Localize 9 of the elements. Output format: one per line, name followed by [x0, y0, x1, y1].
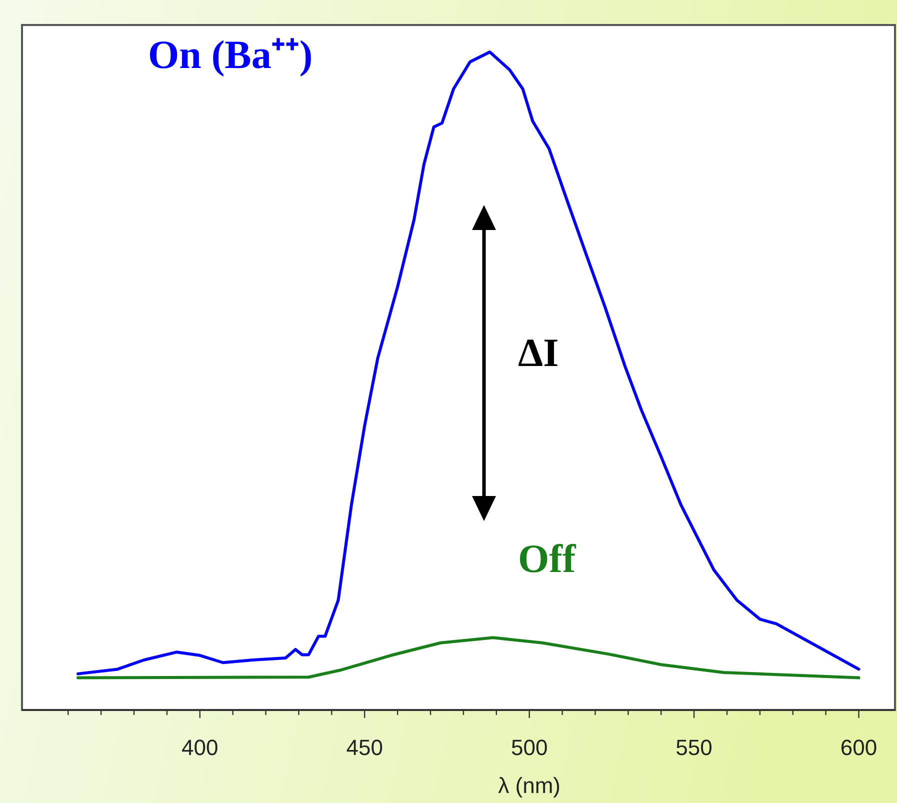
x-tick-label: 600 [840, 735, 878, 760]
x-tick-label: 500 [510, 735, 548, 760]
annotation: ΔI [518, 330, 559, 375]
x-tick-label: 400 [182, 735, 218, 760]
x-axis-title: λ (nm) [498, 773, 560, 798]
text: On (Ba⁺⁺) [148, 32, 313, 77]
series-label: Off [518, 536, 576, 581]
x-tick-label: 450 [346, 735, 383, 760]
x-tick-label: 550 [676, 735, 712, 760]
